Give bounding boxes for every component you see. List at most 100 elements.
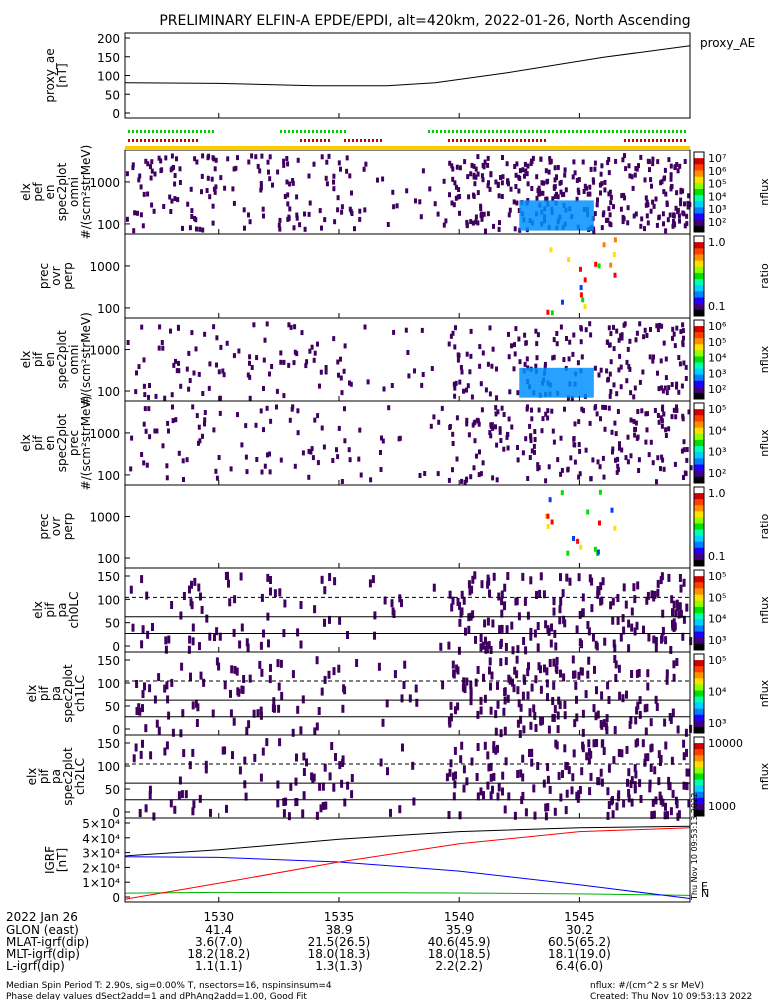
heatmap-cell: [609, 200, 613, 206]
heatmap-cell: [635, 435, 639, 441]
colorbar-swatch: [694, 779, 704, 787]
heatmap-cell: [573, 719, 577, 728]
heatmap-cell: [456, 357, 460, 363]
heatmap-cell: [302, 791, 306, 800]
heatmap-cell: [664, 228, 668, 234]
colorbar-swatch: [694, 476, 704, 484]
heatmap-cell: [320, 225, 323, 231]
heatmap-cell: [503, 583, 507, 592]
red-bar-segment: [668, 139, 670, 142]
heatmap-cell: [675, 408, 679, 413]
heatmap-cell: [507, 354, 511, 360]
heatmap-cell: [358, 427, 362, 433]
colorbar-swatch: [694, 619, 704, 626]
heatmap-cell: [546, 803, 550, 812]
heatmap-cell: [460, 590, 464, 599]
heatmap-cell: [400, 694, 404, 703]
heatmap-cell: [283, 194, 287, 199]
heatmap-cell: [186, 201, 190, 207]
green-bar-segment: [544, 130, 546, 133]
heatmap-cell: [134, 743, 138, 752]
heatmap-cell: [450, 200, 454, 206]
heatmap-cell: [559, 597, 563, 606]
colorbar-tick-label: 0.1: [708, 300, 726, 313]
red-bar-segment: [532, 139, 534, 142]
colorbar-swatch: [694, 761, 704, 768]
heatmap-cell: [277, 682, 281, 691]
heatmap-cell: [581, 728, 585, 737]
heatmap-cell: [539, 156, 543, 162]
heatmap-cell: [582, 408, 585, 414]
heatmap-cell: [233, 595, 237, 604]
colorbar-swatch: [694, 470, 704, 478]
footer-created: Created: Thu Nov 10 09:53:13 2022: [590, 992, 752, 1000]
heatmap-cell: [576, 360, 580, 366]
heatmap-cell: [652, 635, 656, 644]
heatmap-cell: [265, 321, 269, 327]
heatmap-cell: [570, 786, 574, 795]
heatmap-cell: [444, 218, 448, 224]
heatmap-cell: [449, 713, 453, 722]
heatmap-cell: [605, 339, 609, 345]
heatmap-cell: [404, 327, 408, 333]
ytick-label: 150: [97, 654, 120, 668]
heatmap-cell: [181, 225, 184, 231]
heatmap-cell: [447, 341, 451, 347]
heatmap-cell: [285, 179, 289, 185]
colorbar-swatch: [694, 266, 704, 274]
heatmap-cell: [278, 738, 282, 747]
heatmap-cell: [683, 223, 687, 229]
heatmap-cell: [486, 781, 490, 790]
heatmap-cell: [682, 781, 686, 790]
heatmap-cell: [168, 194, 172, 200]
heatmap-cell: [681, 328, 685, 334]
heatmap-cell: [571, 655, 575, 664]
heatmap-cell: [581, 741, 585, 750]
heatmap-cell: [453, 780, 457, 789]
heatmap-cell: [345, 168, 349, 174]
heatmap-cell: [613, 726, 617, 735]
heatmap-cell: [268, 451, 271, 457]
heatmap-cell: [661, 406, 664, 412]
red-bar-segment: [360, 139, 362, 142]
heatmap-cell: [585, 752, 589, 761]
heatmap-cell: [390, 383, 394, 388]
heatmap-cell: [533, 429, 537, 434]
heatmap-cell: [558, 605, 562, 614]
heatmap-cell: [630, 776, 634, 785]
heatmap-cell: [483, 694, 487, 703]
heatmap-cell: [222, 372, 226, 378]
heatmap-cell: [195, 413, 199, 419]
heatmap-cell: [140, 324, 144, 330]
heatmap-cell: [307, 211, 311, 217]
green-bar-segment: [508, 130, 510, 133]
red-bar-segment: [472, 139, 474, 142]
heatmap-cell: [247, 159, 251, 165]
heatmap-cell: [465, 421, 469, 427]
colorbar-swatch: [694, 350, 704, 357]
heatmap-cell: [414, 198, 417, 204]
heatmap-cell: [324, 175, 328, 181]
heatmap-cell: [138, 707, 142, 716]
heatmap-cell: [544, 513, 548, 519]
heatmap-cell: [634, 211, 638, 217]
heatmap-cell: [637, 163, 640, 169]
heatmap-cell: [552, 185, 556, 191]
heatmap-cell: [532, 704, 536, 713]
heatmap-cell: [380, 435, 383, 441]
heatmap-cell: [561, 299, 564, 305]
heatmap-cell: [656, 327, 660, 333]
heatmap-cell: [336, 195, 340, 201]
heatmap-cell: [383, 596, 387, 605]
heatmap-cell: [483, 159, 487, 165]
ytick-label: 2×10⁴: [82, 861, 120, 875]
heatmap-cell: [175, 156, 178, 162]
heatmap-cell: [659, 358, 663, 364]
heatmap-cell: [449, 333, 453, 339]
ylabel-igrf: IGRF: [43, 846, 57, 874]
green-bar-segment: [204, 130, 206, 133]
heatmap-cell: [609, 359, 613, 365]
heatmap-cell: [299, 601, 303, 609]
